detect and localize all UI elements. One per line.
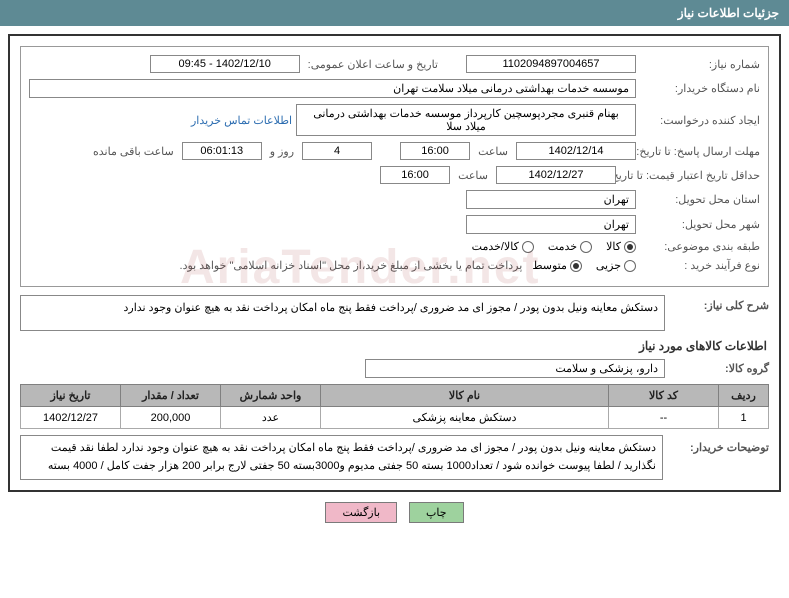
purchase-note: پرداخت تمام یا بخشی از مبلغ خرید،از محل …: [180, 259, 529, 272]
th-unit: واحد شمارش: [221, 385, 321, 407]
radio-gs-label: کالا/خدمت: [472, 240, 519, 253]
buyer-contact-link[interactable]: اطلاعات تماس خریدار: [191, 114, 292, 127]
goods-group-label: گروه کالا:: [669, 362, 769, 375]
radio-goods-label: کالا: [606, 240, 621, 253]
table-header-row: ردیف کد کالا نام کالا واحد شمارش تعداد /…: [21, 385, 769, 407]
need-desc-field: دستکش معاینه ونیل بدون پودر / مجوز ای مد…: [20, 295, 665, 331]
requester-label: ایجاد کننده درخواست:: [640, 114, 760, 127]
delivery-city-field: تهران: [466, 215, 636, 234]
cell-date: 1402/12/27: [21, 407, 121, 429]
days-label: روز و: [266, 145, 298, 158]
days-remaining: 4: [302, 142, 372, 160]
buyer-org-label: نام دستگاه خریدار:: [640, 82, 760, 95]
time-label-1: ساعت: [474, 145, 512, 158]
cell-qty: 200,000: [121, 407, 221, 429]
th-code: کد کالا: [609, 385, 719, 407]
radio-goods[interactable]: کالا: [606, 240, 636, 253]
reply-deadline-label: مهلت ارسال پاسخ: تا تاریخ:: [640, 145, 760, 158]
buyer-org-field: موسسه خدمات بهداشتی درمانی میلاد سلامت ت…: [29, 79, 636, 98]
price-validity-time: 16:00: [380, 166, 450, 184]
cell-row: 1: [719, 407, 769, 429]
requester-field: بهنام قنبری مجردپوسچین کارپرداز موسسه خد…: [296, 104, 636, 136]
back-button[interactable]: بازگشت: [325, 502, 397, 523]
items-section-title: اطلاعات کالاهای مورد نیاز: [22, 339, 767, 353]
radio-gs-circle: [522, 241, 534, 253]
radio-medium-circle: [570, 260, 582, 272]
radio-service[interactable]: خدمت: [548, 240, 592, 253]
radio-partial-label: جزیی: [596, 259, 621, 272]
cell-name: دستکش معاینه پزشکی: [321, 407, 609, 429]
radio-medium[interactable]: متوسط: [532, 259, 582, 272]
category-label: طبقه بندی موضوعی:: [640, 240, 760, 253]
reply-deadline-date: 1402/12/14: [516, 142, 636, 160]
th-row: ردیف: [719, 385, 769, 407]
price-validity-label: حداقل تاریخ اعتبار قیمت: تا تاریخ:: [620, 169, 760, 182]
time-remaining: 06:01:13: [182, 142, 262, 160]
announce-field: 1402/12/10 - 09:45: [150, 55, 300, 73]
page-header: جزئیات اطلاعات نیاز: [0, 0, 789, 26]
outer-frame: شماره نیاز: 1102094897004657 تاریخ و ساع…: [8, 34, 781, 492]
purchase-type-group: جزیی متوسط: [532, 259, 636, 272]
details-frame: شماره نیاز: 1102094897004657 تاریخ و ساع…: [20, 46, 769, 287]
th-qty: تعداد / مقدار: [121, 385, 221, 407]
purchase-type-label: نوع فرآیند خرید :: [640, 259, 760, 272]
cell-code: --: [609, 407, 719, 429]
announce-label: تاریخ و ساعت اعلان عمومی:: [304, 58, 438, 71]
reply-deadline-time: 16:00: [400, 142, 470, 160]
price-validity-date: 1402/12/27: [496, 166, 616, 184]
delivery-province-label: استان محل تحویل:: [640, 193, 760, 206]
time-label-2: ساعت: [454, 169, 492, 182]
category-radio-group: کالا خدمت کالا/خدمت: [472, 240, 636, 253]
radio-goods-circle: [624, 241, 636, 253]
buyer-notes-label: توضیحات خریدار:: [669, 435, 769, 454]
need-no-field: 1102094897004657: [466, 55, 636, 73]
radio-service-circle: [580, 241, 592, 253]
delivery-province-field: تهران: [466, 190, 636, 209]
radio-service-label: خدمت: [548, 240, 577, 253]
th-date: تاریخ نیاز: [21, 385, 121, 407]
radio-medium-label: متوسط: [532, 259, 567, 272]
need-no-label: شماره نیاز:: [640, 58, 760, 71]
button-row: چاپ بازگشت: [0, 502, 789, 523]
page-title: جزئیات اطلاعات نیاز: [678, 6, 779, 20]
remaining-label: ساعت باقی مانده: [89, 145, 178, 158]
table-row: 1 -- دستکش معاینه پزشکی عدد 200,000 1402…: [21, 407, 769, 429]
radio-partial-circle: [624, 260, 636, 272]
print-button[interactable]: چاپ: [409, 502, 464, 523]
items-table: ردیف کد کالا نام کالا واحد شمارش تعداد /…: [20, 384, 769, 429]
goods-group-field: دارو، پزشکی و سلامت: [365, 359, 665, 378]
buyer-notes-field: دستکش معاینه ونیل بدون پودر / مجوز ای مد…: [20, 435, 663, 480]
radio-goods-service[interactable]: کالا/خدمت: [472, 240, 534, 253]
cell-unit: عدد: [221, 407, 321, 429]
radio-partial[interactable]: جزیی: [596, 259, 636, 272]
th-name: نام کالا: [321, 385, 609, 407]
delivery-city-label: شهر محل تحویل:: [640, 218, 760, 231]
need-desc-label: شرح کلی نیاز:: [669, 295, 769, 312]
